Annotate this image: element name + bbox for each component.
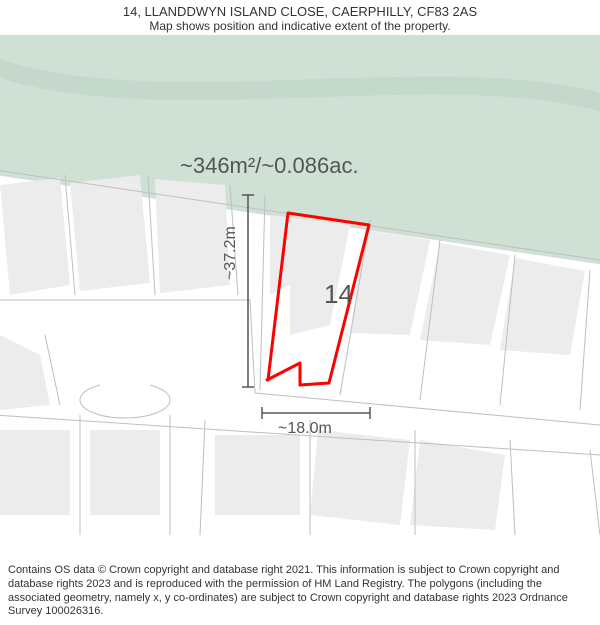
header: 14, LLANDDWYN ISLAND CLOSE, CAERPHILLY, … [0, 0, 600, 35]
map-svg [0, 35, 600, 535]
plot-number-label: 14 [324, 279, 353, 310]
copyright-footer: Contains OS data © Crown copyright and d… [8, 564, 592, 619]
map-canvas: ~346m²/~0.086ac. 14 ~37.2m ~18.0m [0, 35, 600, 535]
area-label: ~346m²/~0.086ac. [180, 153, 359, 179]
page-title: 14, LLANDDWYN ISLAND CLOSE, CAERPHILLY, … [0, 4, 600, 19]
page-subtitle: Map shows position and indicative extent… [0, 19, 600, 33]
dimension-horizontal-label: ~18.0m [278, 420, 332, 438]
dimension-vertical-label: ~37.2m [222, 226, 240, 280]
